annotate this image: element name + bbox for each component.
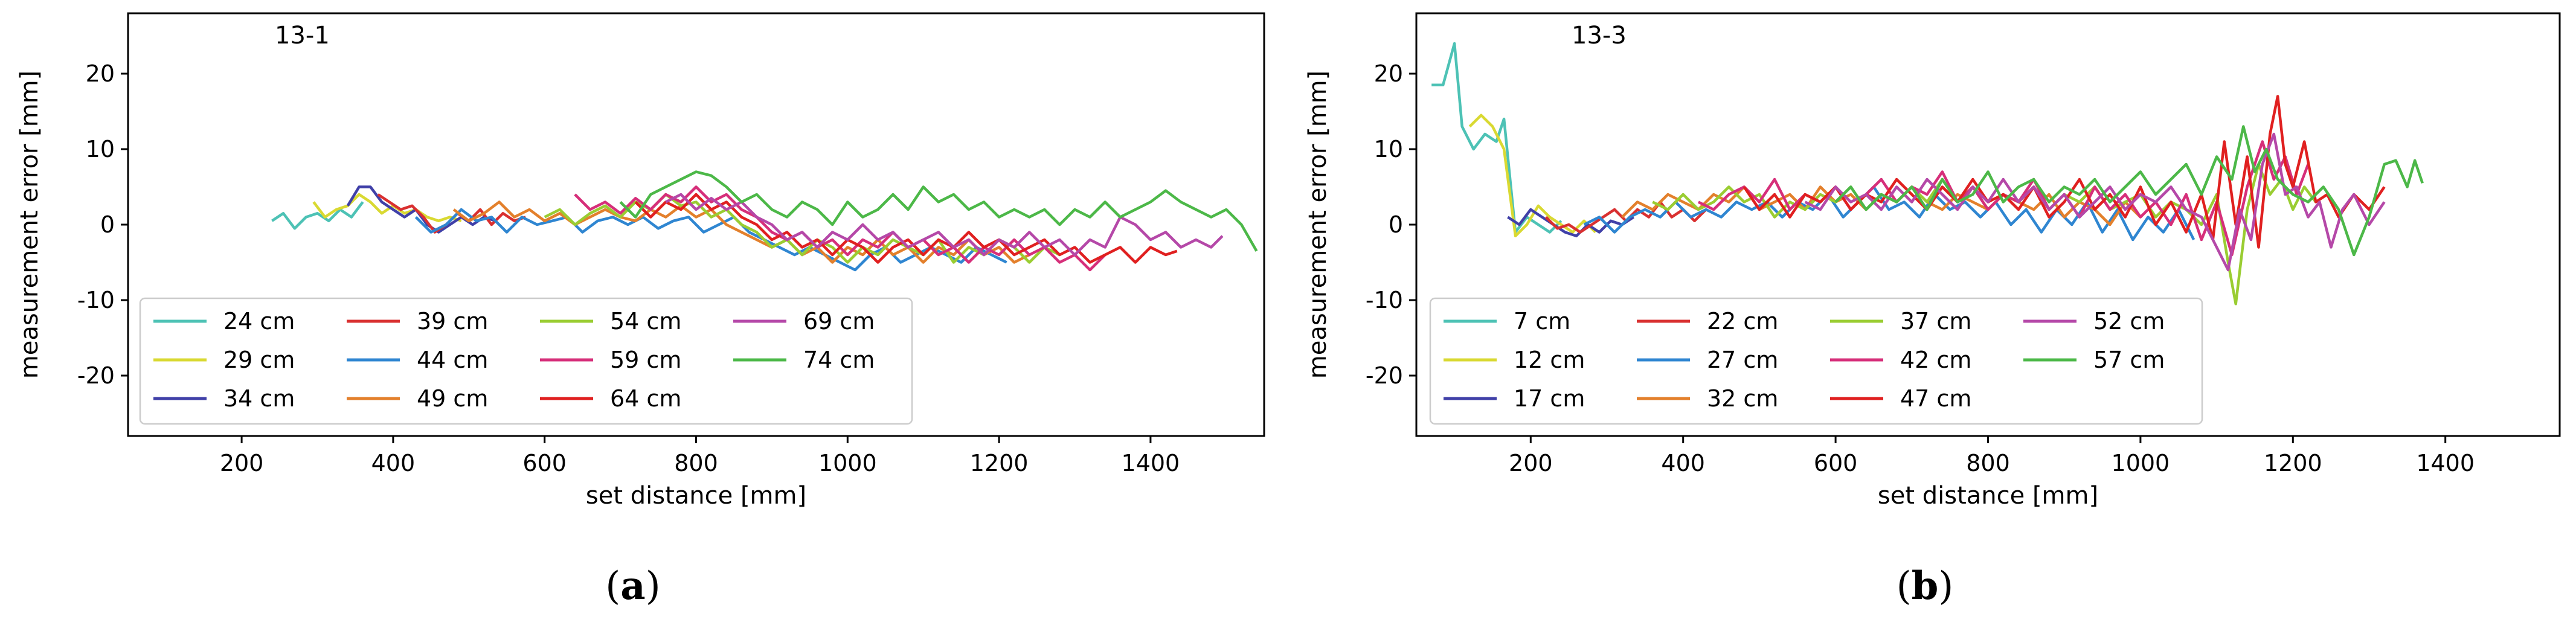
series-line-69-cm	[665, 193, 1224, 257]
legend: 24 cm 29 cm 34 cm 39 cm 44 cm 49 cm 54 cm 59 cm…	[139, 297, 913, 425]
y-tick-label: -10	[77, 287, 115, 313]
legend-label: 54 cm	[610, 308, 681, 335]
series-lines	[1431, 42, 2424, 306]
legend-label: 74 cm	[803, 347, 875, 373]
x-tick-label: 800	[674, 450, 718, 476]
chart-annotation: 13-3	[1572, 22, 1627, 50]
series-line-44-cm	[414, 208, 1007, 272]
legend-label: 44 cm	[417, 347, 488, 373]
legend-label: 69 cm	[803, 308, 875, 335]
series-lines	[271, 170, 1258, 272]
legend-label: 27 cm	[1707, 347, 1778, 373]
y-tick-label: -20	[1366, 362, 1403, 389]
y-tick-label: 20	[1374, 60, 1403, 87]
series-line-7-cm	[1431, 42, 1563, 234]
x-tick-label: 600	[1814, 450, 1858, 476]
x-tick-label: 200	[220, 450, 264, 476]
y-tick-label: 0	[100, 211, 115, 238]
legend-box	[139, 297, 913, 425]
series-line-12-cm	[1468, 114, 1597, 238]
legend-box	[1429, 297, 2203, 425]
y-tick-label: 20	[86, 60, 115, 87]
series-line-24-cm	[271, 201, 364, 230]
x-tick-label: 1200	[970, 450, 1029, 476]
panel-a: 200 400 600 800 1000 1200 1400 -20 -10 0 10 20 set d…	[16, 12, 1265, 609]
series-line-74-cm	[619, 170, 1258, 252]
legend-label: 24 cm	[223, 308, 295, 335]
legend-label: 7 cm	[1514, 308, 1570, 335]
legend-label: 17 cm	[1514, 385, 1585, 412]
x-tick-label: 200	[1509, 450, 1553, 476]
series-line-47-cm	[1742, 95, 2386, 249]
legend-label: 32 cm	[1707, 385, 1778, 412]
x-tick-label: 1000	[2112, 450, 2170, 476]
legend-label: 64 cm	[610, 385, 681, 412]
legend-label: 37 cm	[1900, 308, 1971, 335]
legend-label: 34 cm	[223, 385, 295, 412]
legend-label: 12 cm	[1514, 347, 1585, 373]
legend-label: 59 cm	[610, 347, 681, 373]
x-tick-label: 1400	[2416, 450, 2475, 476]
x-tick-label: 1000	[818, 450, 877, 476]
series-line-17-cm	[1507, 208, 1634, 238]
legend-label: 52 cm	[2093, 308, 2165, 335]
series-line-52-cm	[1804, 132, 2386, 272]
x-axis-label: set distance [mm]	[586, 482, 806, 510]
y-tick-label: 10	[1374, 136, 1403, 162]
y-tick-label: 0	[1389, 211, 1403, 238]
x-tick-label: 600	[522, 450, 567, 476]
series-line-27-cm	[1583, 185, 2195, 242]
series-line-57-cm	[1834, 125, 2424, 257]
y-tick-label: -20	[77, 362, 115, 389]
series-line-64-cm	[634, 193, 1178, 264]
legend-label: 49 cm	[417, 385, 488, 412]
series-line-54-cm	[544, 193, 1061, 264]
legend-label: 47 cm	[1900, 385, 1971, 412]
chart-annotation: 13-1	[275, 22, 330, 50]
legend-label: 29 cm	[223, 347, 295, 373]
series-line-34-cm	[346, 185, 496, 234]
series-line-49-cm	[452, 200, 1030, 264]
y-tick-label: 10	[86, 136, 115, 162]
panel-b: 200 400 600 800 1000 1200 1400 -20 -10 0 10 20 set d…	[1304, 12, 2561, 609]
legend: 7 cm 12 cm 17 cm 22 cm 27 cm 32 cm 37 cm 42 cm 4…	[1429, 297, 2203, 425]
series-line-29-cm	[312, 193, 462, 223]
panel-label: (a)	[605, 563, 660, 609]
legend-label: 42 cm	[1900, 347, 1971, 373]
x-tick-label: 1400	[1122, 450, 1180, 476]
x-tick-label: 400	[1661, 450, 1705, 476]
y-tick-label: -10	[1366, 287, 1403, 313]
x-axis-label: set distance [mm]	[1878, 482, 2098, 510]
y-axis-label: measurement error [mm]	[1304, 71, 1332, 379]
legend-label: 39 cm	[417, 308, 488, 335]
x-tick-label: 800	[1966, 450, 2010, 476]
legend-label: 22 cm	[1707, 308, 1778, 335]
panel-label: (b)	[1897, 563, 1954, 609]
x-tick-label: 400	[371, 450, 416, 476]
y-axis-label: measurement error [mm]	[16, 71, 43, 379]
legend-label: 57 cm	[2093, 347, 2165, 373]
x-tick-label: 1200	[2264, 450, 2322, 476]
